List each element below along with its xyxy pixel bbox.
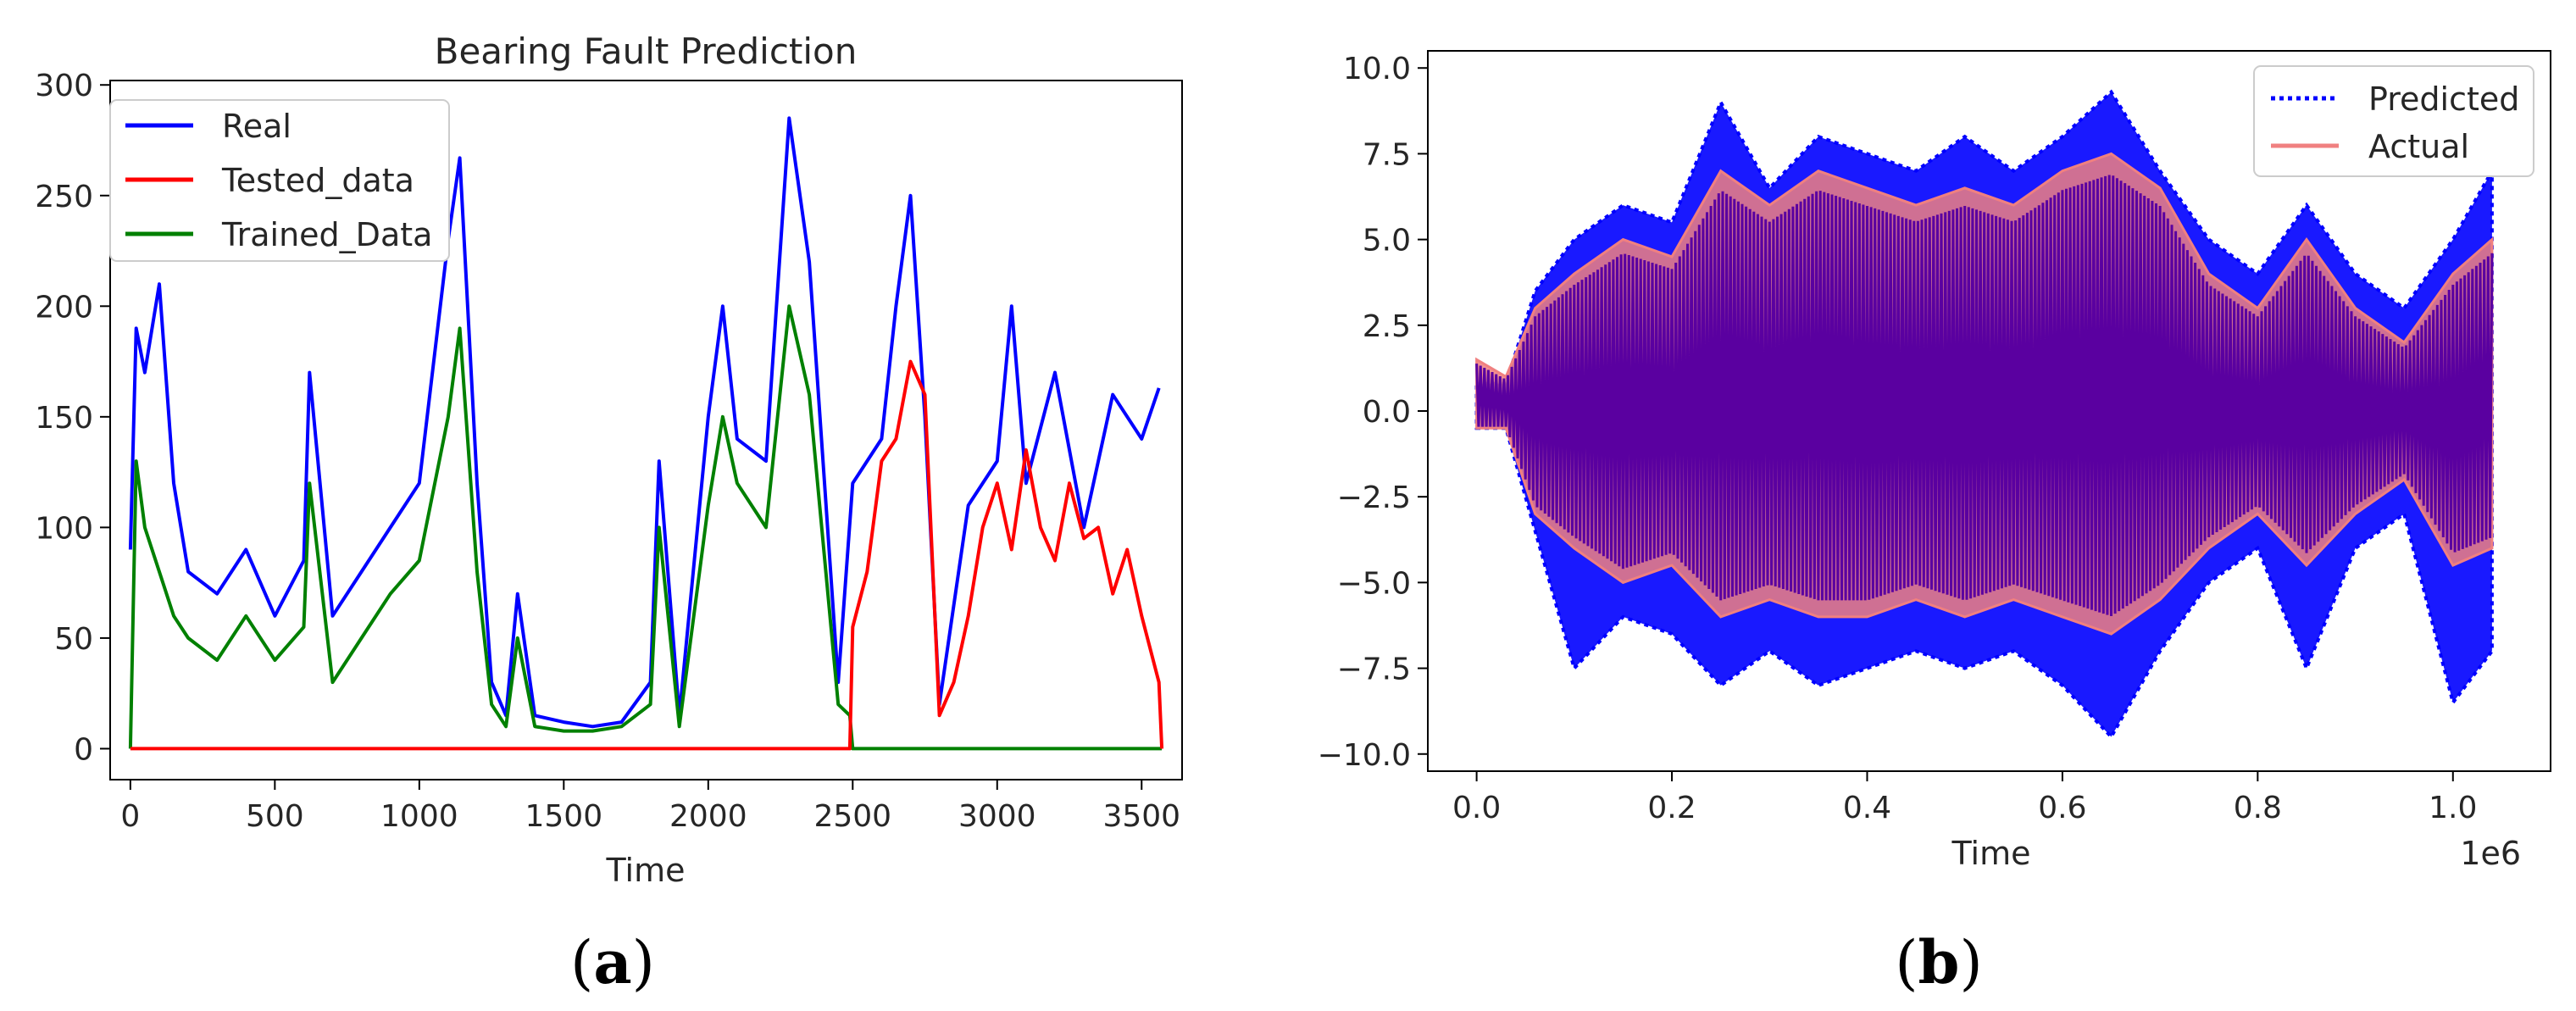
x-tick-label: 1.0 [2429,791,2477,825]
y-tick-label: −10.0 [1318,738,1411,773]
panel-label-a: (a) [570,927,655,997]
chart-b-x-offset-label: 1e6 [2460,835,2521,872]
x-tick-label: 0.8 [2234,791,2282,825]
x-tick-label: 1000 [380,799,458,834]
series-line-trained-data [128,304,1163,751]
legend-label-real: Real [222,108,291,145]
y-tick-label: 7.5 [1363,137,1411,172]
legend-label-predicted: Predicted [2368,81,2519,118]
y-tick-label: 100 [35,511,93,546]
chart-a-y-axis: 0 50 100 150 200 250 300 [35,69,110,767]
y-tick-label: −2.5 [1337,481,1411,515]
series-line-real [128,116,1161,729]
chart-a-x-axis-label: Time [606,852,686,889]
x-tick-label: 0.2 [1647,791,1696,825]
y-tick-label: 0.0 [1363,395,1411,430]
panel-b-chart: 0.0 0.2 0.4 0.6 0.8 1.0 10.0 7.5 5.0 2.5 0.0 −2.5 −… [1318,50,2551,997]
y-tick-label: 50 [54,622,93,657]
y-tick-label: 250 [35,180,93,214]
y-tick-label: 5.0 [1363,224,1411,258]
x-tick-label: 0.0 [1452,791,1501,825]
x-tick-label: 2000 [669,799,747,834]
x-tick-label: 0.6 [2038,791,2086,825]
chart-a-x-axis: 0 500 1000 1500 2000 2500 3000 3500 [120,780,1180,834]
panel-label-b: (b) [1895,927,1983,997]
legend-label-actual: Actual [2368,128,2469,165]
y-tick-label: 150 [35,401,93,436]
y-tick-label: 300 [35,69,93,103]
chart-a-legend: Real Tested_data Trained_Data [109,99,450,262]
legend-label-tested-data: Tested_data [221,162,414,199]
y-tick-label: 200 [35,290,93,325]
y-tick-label: 2.5 [1363,309,1411,344]
x-tick-label: 500 [246,799,304,834]
legend-label-trained-data: Trained_Data [221,216,432,253]
y-tick-label: 10.0 [1343,52,1411,86]
panel-a-chart: Bearing Fault Prediction 0 500 1000 1500 200… [35,31,1183,997]
y-tick-label: −5.0 [1337,566,1411,601]
series-line-tested-data [130,359,1164,751]
x-tick-label: 1500 [525,799,603,834]
chart-b-y-axis: 10.0 7.5 5.0 2.5 0.0 −2.5 −5.0 −7.5 −10.0 [1318,52,1428,773]
x-tick-label: 3500 [1102,799,1180,834]
y-tick-label: −7.5 [1337,653,1411,687]
x-tick-label: 0.4 [1843,791,1891,825]
chart-a-title: Bearing Fault Prediction [435,31,858,72]
chart-b-legend: Predicted Actual [2253,65,2534,177]
chart-b-legend-box [2253,65,2534,177]
chart-b-x-axis-label: Time [1951,835,2031,872]
x-tick-label: 0 [120,799,140,834]
y-tick-label: 0 [74,732,93,767]
series-overlap-signal [1475,175,2494,617]
x-tick-label: 2500 [813,799,891,834]
chart-b-x-axis: 0.0 0.2 0.4 0.6 0.8 1.0 [1452,771,2477,825]
chart-a-legend-box [109,99,450,262]
x-tick-label: 3000 [958,799,1036,834]
